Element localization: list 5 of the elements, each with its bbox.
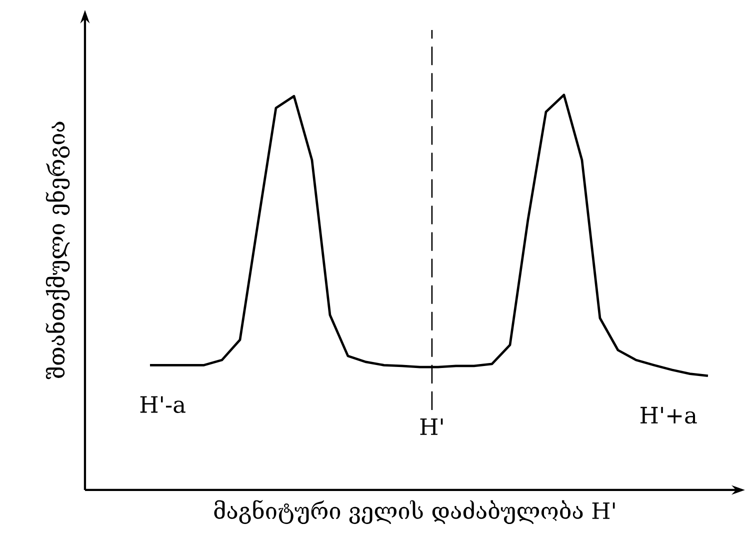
x-axis-title: მაგნიტური ველის დაძაბულობა H' xyxy=(214,500,615,524)
annotation: H' xyxy=(420,418,443,435)
y-axis-title: შთანთქმული ენერგია xyxy=(46,122,70,380)
annotation: H'+a xyxy=(640,406,697,424)
annotation: H'-a xyxy=(140,396,186,414)
